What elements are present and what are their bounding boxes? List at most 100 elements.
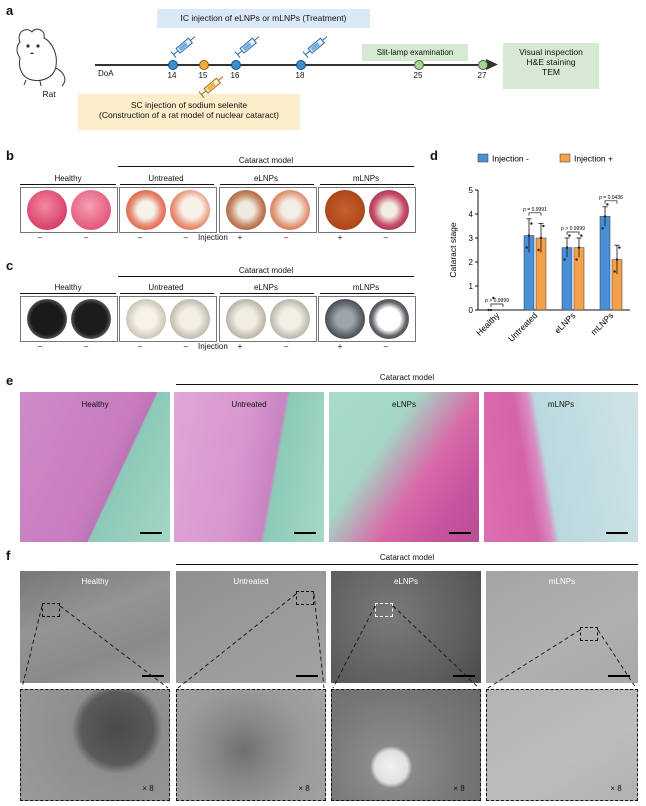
timepoint-marker	[168, 60, 178, 70]
cataract-stage-chart: 0 1 2 3 4 5 Cataract stage Injection - Injection…	[448, 153, 630, 344]
group-label-untreated: Untreated	[148, 283, 184, 292]
injection-sign: –	[383, 233, 389, 242]
doa-label: DoA	[98, 69, 114, 78]
lens-photo-elnps	[219, 296, 317, 342]
scale-bar	[608, 675, 630, 677]
y-axis-label: Cataract stage	[448, 222, 458, 278]
cataract-model-bracket	[118, 166, 414, 168]
y-tick-label: 1	[469, 282, 474, 291]
panel-label-a: a	[6, 3, 14, 18]
visual-inspection-line3: TEM	[542, 66, 560, 77]
group-label-untreated: Untreated	[148, 174, 184, 183]
data-point	[615, 258, 619, 261]
group-underline	[120, 184, 214, 185]
group-underline	[120, 293, 214, 294]
day-label: 16	[230, 71, 240, 80]
data-point	[537, 248, 540, 252]
tem-image-elnps: eLNPs	[331, 571, 481, 683]
tem-image-mlnps: mLNPs	[486, 571, 638, 683]
cataract-model-bracket	[176, 384, 638, 386]
x-tick-label: eLNPs	[552, 310, 577, 335]
lens-image	[27, 299, 67, 339]
p-value-label: p = 0.0436	[599, 195, 623, 201]
injection-sign: –	[183, 233, 189, 242]
image-label: mLNPs	[548, 577, 576, 586]
image-label: Healthy	[81, 577, 109, 586]
lens-photo-mlnps	[318, 187, 416, 233]
panel-label-c: c	[6, 258, 14, 273]
lens-image	[226, 190, 266, 230]
y-tick-label: 4	[469, 210, 474, 219]
lens-photo-untreated	[119, 187, 217, 233]
image-label: eLNPs	[391, 400, 416, 409]
image-label: mLNPs	[547, 400, 575, 409]
lens-image	[325, 190, 365, 230]
data-point	[568, 234, 571, 237]
injection-sign: –	[37, 233, 43, 242]
lens-image	[270, 299, 310, 339]
x-tick-label: Healthy	[474, 310, 502, 338]
magnification-label: × 8	[453, 784, 465, 793]
tem-zoom-elnps: × 8	[331, 689, 481, 801]
panel-label-d: d	[430, 148, 438, 163]
lens-image	[325, 299, 365, 339]
significance-bracket	[490, 303, 504, 307]
syringe-icon	[302, 36, 328, 59]
group-label-elnps: eLNPs	[253, 174, 278, 183]
data-point	[539, 236, 543, 240]
legend-swatch	[477, 153, 489, 163]
he-image-untreated: Untreated	[174, 392, 324, 542]
data-point	[530, 222, 533, 225]
timepoint-marker	[478, 60, 488, 70]
legend-label: Injection -	[492, 154, 529, 164]
data-point	[618, 246, 621, 249]
syringe-icon	[170, 36, 196, 59]
p-value-label: p = 0.9991	[523, 207, 547, 213]
data-point	[542, 224, 545, 228]
injection-sign: +	[337, 342, 343, 351]
data-point	[525, 246, 528, 249]
bar	[599, 216, 611, 311]
data-point	[580, 234, 583, 237]
data-point	[563, 258, 566, 261]
group-underline	[320, 293, 414, 294]
lens-image	[27, 190, 67, 230]
scale-bar	[142, 675, 164, 677]
lens-image	[270, 190, 310, 230]
lens-image	[369, 190, 409, 230]
tem-zoom-mlnps: × 8	[486, 689, 638, 801]
group-underline	[220, 184, 314, 185]
cataract-model-label: Cataract model	[238, 156, 294, 165]
timeline-arrow-icon	[486, 59, 498, 70]
y-tick-label: 0	[469, 306, 474, 315]
tem-zoom-untreated: × 8	[176, 689, 326, 801]
group-underline	[20, 293, 116, 294]
lens-image	[226, 299, 266, 339]
ic-injection-box: IC injection of eLNPs or mLNPs (Treatmen…	[157, 9, 370, 28]
sc-injection-line2: (Construction of a rat model of nuclear …	[99, 109, 279, 120]
lens-image	[126, 299, 166, 339]
lens-photo-mlnps	[318, 296, 416, 342]
data-point	[577, 246, 581, 249]
lens-image	[126, 190, 166, 230]
x-tick-label: mLNPs	[589, 310, 616, 337]
lens-image	[71, 190, 111, 230]
group-label-mlnps: mLNPs	[352, 174, 380, 183]
he-image-healthy: Healthy	[20, 392, 170, 542]
he-image-elnps: eLNPs	[329, 392, 479, 542]
lens-image	[170, 190, 210, 230]
slit-lamp-box: Slit-lamp examination	[362, 44, 468, 61]
sc-injection-box: SC injection of sodium selenite (Constru…	[78, 94, 300, 130]
visual-inspection-line2: H&E staining	[526, 56, 576, 67]
lens-image	[71, 299, 111, 339]
p-value-label: p > 0.9999	[561, 226, 585, 232]
injection-sign: –	[283, 342, 289, 351]
data-point	[487, 308, 490, 312]
legend-label: Injection +	[574, 154, 613, 164]
timepoint-marker	[414, 60, 424, 70]
zoom-region-box	[580, 627, 598, 641]
group-underline	[20, 184, 116, 185]
scale-bar	[294, 532, 316, 534]
injection-sign: –	[183, 342, 189, 351]
rat-icon	[16, 28, 66, 87]
